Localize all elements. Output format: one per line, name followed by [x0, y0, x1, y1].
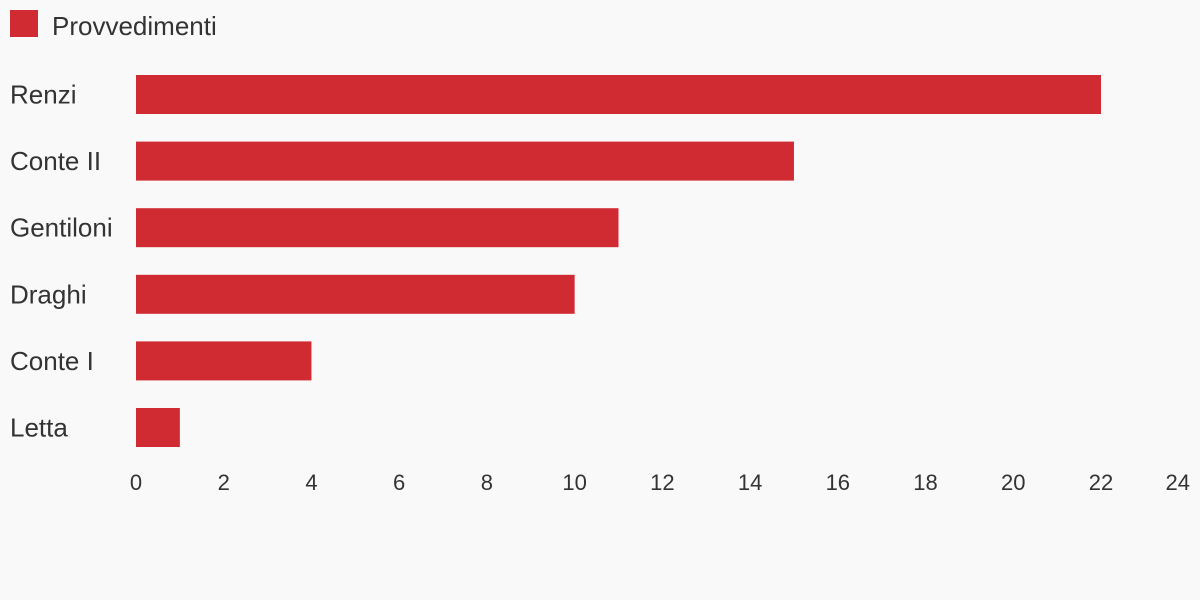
x-tick-label: 18	[913, 470, 937, 495]
legend-label: Provvedimenti	[52, 11, 217, 41]
legend: Provvedimenti	[10, 10, 217, 41]
x-tick-label: 22	[1089, 470, 1113, 495]
category-label: Conte II	[10, 146, 101, 176]
category-label: Draghi	[10, 279, 87, 309]
x-tick-label: 4	[305, 470, 317, 495]
bar-draghi	[136, 274, 575, 314]
x-tick-label: 20	[1001, 470, 1025, 495]
bar-letta	[136, 408, 180, 447]
x-tick-label: 0	[130, 470, 142, 495]
bar-conte-ii	[136, 141, 794, 181]
x-tick-label: 6	[393, 470, 405, 495]
x-tick-label: 8	[481, 470, 493, 495]
category-labels: Renzi Conte II Gentiloni Draghi Conte I Letta	[10, 80, 113, 443]
x-tick-label: 10	[562, 470, 586, 495]
category-label: Letta	[10, 413, 68, 443]
bar-gentiloni	[136, 208, 619, 248]
bars-group	[136, 75, 1101, 447]
x-axis-ticks: 0 2 4 6 8 10 12 14 16 18 20 22 24	[130, 470, 1190, 495]
x-tick-label: 24	[1166, 470, 1190, 495]
category-label: Conte I	[10, 346, 94, 376]
x-tick-label: 2	[218, 470, 230, 495]
x-tick-label: 14	[738, 470, 762, 495]
legend-swatch	[10, 10, 38, 37]
bar-renzi	[136, 75, 1101, 114]
x-tick-label: 12	[650, 470, 674, 495]
category-label: Gentiloni	[10, 213, 113, 243]
bar-conte-i	[136, 341, 312, 381]
category-label: Renzi	[10, 80, 76, 110]
x-tick-label: 16	[826, 470, 850, 495]
